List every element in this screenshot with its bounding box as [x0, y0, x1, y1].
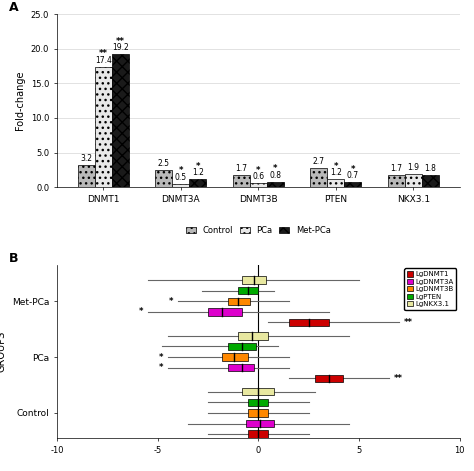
Bar [267, 182, 284, 187]
FancyBboxPatch shape [248, 430, 268, 438]
Y-axis label: Fold-change: Fold-change [15, 71, 25, 130]
Text: 19.2: 19.2 [112, 43, 129, 52]
Bar [78, 165, 95, 187]
Text: 1.2: 1.2 [192, 168, 204, 177]
FancyBboxPatch shape [208, 308, 242, 316]
Text: *: * [159, 353, 164, 362]
Text: *: * [159, 363, 164, 372]
Text: **: ** [116, 37, 125, 46]
Bar [250, 183, 267, 187]
FancyBboxPatch shape [242, 388, 274, 395]
Text: *: * [334, 162, 338, 171]
Text: **: ** [99, 49, 108, 58]
Text: *: * [196, 162, 200, 171]
Text: 0.7: 0.7 [347, 171, 359, 180]
Bar [155, 170, 173, 187]
Text: 1.7: 1.7 [235, 164, 247, 173]
Text: *: * [351, 165, 355, 174]
Text: **: ** [403, 318, 412, 327]
Text: 2.7: 2.7 [313, 157, 325, 166]
FancyBboxPatch shape [228, 343, 256, 350]
FancyBboxPatch shape [238, 287, 258, 294]
FancyBboxPatch shape [315, 375, 343, 382]
Bar [422, 175, 439, 187]
Text: 1.9: 1.9 [407, 163, 419, 172]
Legend: Control, PCa, Met-PCa: Control, PCa, Met-PCa [182, 222, 334, 238]
Text: 1.2: 1.2 [330, 168, 342, 177]
Text: 0.8: 0.8 [269, 171, 282, 179]
Text: 0.5: 0.5 [175, 172, 187, 182]
FancyBboxPatch shape [228, 298, 250, 305]
FancyBboxPatch shape [248, 398, 268, 406]
FancyBboxPatch shape [289, 319, 329, 326]
FancyBboxPatch shape [228, 364, 254, 371]
Text: *: * [179, 166, 183, 175]
Bar [233, 175, 250, 187]
Text: *: * [273, 164, 278, 173]
FancyBboxPatch shape [246, 420, 274, 427]
Y-axis label: GROUPS: GROUPS [0, 331, 6, 372]
Bar [112, 54, 129, 187]
Text: *: * [256, 166, 261, 175]
Text: 1.7: 1.7 [390, 164, 402, 173]
Bar [190, 179, 206, 187]
FancyBboxPatch shape [248, 409, 268, 416]
Bar [388, 175, 405, 187]
Bar [344, 182, 361, 187]
Text: A: A [9, 0, 18, 14]
Text: 2.5: 2.5 [158, 159, 170, 168]
FancyBboxPatch shape [242, 276, 266, 284]
Text: *: * [169, 297, 173, 306]
Bar [327, 179, 344, 187]
Text: 17.4: 17.4 [95, 56, 112, 65]
Text: 3.2: 3.2 [80, 154, 92, 163]
Text: *: * [139, 308, 144, 317]
Text: B: B [9, 252, 18, 265]
Bar [310, 169, 327, 187]
FancyBboxPatch shape [222, 353, 248, 361]
Bar [405, 174, 422, 187]
Bar [173, 184, 190, 187]
FancyBboxPatch shape [238, 332, 268, 340]
Legend: LgDNMT1, LgDNMT3A, LgDNMT3B, LgPTEN, LgNKX3.1: LgDNMT1, LgDNMT3A, LgDNMT3B, LgPTEN, LgN… [404, 268, 456, 310]
Text: 1.8: 1.8 [424, 163, 436, 172]
Text: 0.6: 0.6 [252, 172, 264, 181]
Bar [95, 67, 112, 187]
Text: **: ** [393, 374, 402, 383]
